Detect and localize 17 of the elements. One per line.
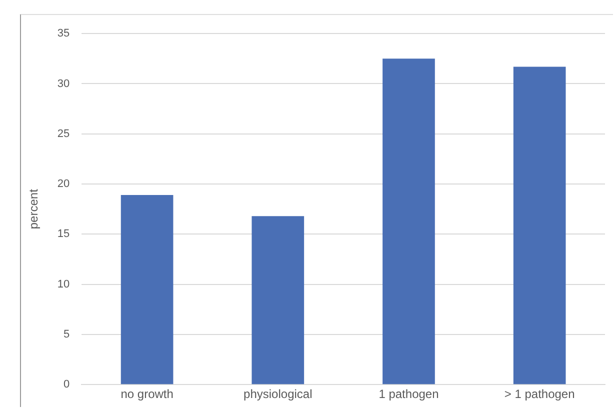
- y-tick-label: 0: [64, 378, 70, 391]
- x-tick-label: physiological: [244, 387, 312, 402]
- x-tick-label: no growth: [120, 387, 174, 402]
- bar: [513, 66, 566, 384]
- bar: [252, 216, 304, 384]
- x-tick-label: 1 pathogen: [378, 387, 439, 402]
- y-tick-label: 25: [57, 128, 70, 140]
- y-tick-label: 10: [57, 278, 70, 290]
- y-tick-label: 5: [64, 328, 70, 340]
- y-tick-label: 20: [57, 178, 70, 190]
- y-tick-label: 30: [57, 78, 70, 90]
- x-tick-label: > 1 pathogen: [504, 387, 575, 402]
- y-axis-title: percent: [26, 188, 41, 230]
- bar: [120, 195, 174, 384]
- y-tick-label: 35: [57, 28, 70, 40]
- y-tick-label: 15: [57, 228, 70, 240]
- bar: [382, 58, 435, 384]
